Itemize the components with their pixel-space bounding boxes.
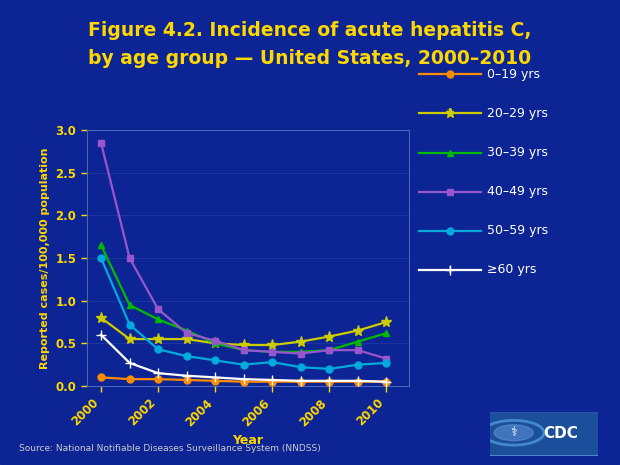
FancyBboxPatch shape [487,411,601,456]
≥60 yrs [326,378,333,384]
20–29 yrs [268,342,276,348]
0–19 yrs [268,379,276,385]
Line: 40–49 yrs: 40–49 yrs [97,140,390,362]
≥60 yrs [297,378,304,384]
50–59 yrs [268,359,276,365]
20–29 yrs [154,336,162,342]
≥60 yrs [383,379,390,385]
0–19 yrs [211,378,219,384]
0–19 yrs [97,375,105,380]
≥60 yrs [268,377,276,383]
X-axis label: Year: Year [232,434,264,447]
≥60 yrs [126,360,133,365]
Text: by age group — United States, 2000–2010: by age group — United States, 2000–2010 [89,49,531,68]
40–49 yrs [183,330,190,336]
≥60 yrs [154,370,162,376]
Text: Source: National Notifiable Diseases Surveillance System (NNDSS): Source: National Notifiable Diseases Sur… [19,445,321,453]
30–39 yrs [154,317,162,322]
20–29 yrs [211,340,219,346]
30–39 yrs [268,349,276,355]
Text: Figure 4.2. Incidence of acute hepatitis C,: Figure 4.2. Incidence of acute hepatitis… [88,21,532,40]
20–29 yrs [383,319,390,325]
50–59 yrs [240,362,247,367]
40–49 yrs [154,306,162,312]
0–19 yrs [240,379,247,385]
20–29 yrs [297,339,304,345]
Text: 30–39 yrs: 30–39 yrs [487,146,547,159]
0–19 yrs [354,379,361,385]
40–49 yrs [354,347,361,353]
40–49 yrs [211,338,219,344]
Text: ⚕: ⚕ [510,426,517,439]
Text: 20–29 yrs: 20–29 yrs [487,107,547,120]
50–59 yrs [297,365,304,370]
30–39 yrs [97,243,105,248]
40–49 yrs [126,255,133,261]
50–59 yrs [183,353,190,359]
40–49 yrs [383,356,390,361]
30–39 yrs [126,302,133,308]
Text: 50–59 yrs: 50–59 yrs [487,224,548,237]
20–29 yrs [240,342,247,348]
Circle shape [494,425,533,441]
Text: +: + [446,265,453,275]
40–49 yrs [326,347,333,353]
0–19 yrs [297,379,304,385]
Text: 40–49 yrs: 40–49 yrs [487,185,547,198]
50–59 yrs [154,346,162,352]
40–49 yrs [268,349,276,355]
≥60 yrs [97,332,105,338]
Line: 0–19 yrs: 0–19 yrs [97,374,390,385]
50–59 yrs [326,366,333,372]
0–19 yrs [126,376,133,382]
20–29 yrs [126,336,133,342]
Line: 50–59 yrs: 50–59 yrs [97,255,390,372]
30–39 yrs [183,328,190,333]
Line: 30–39 yrs: 30–39 yrs [97,242,390,355]
Line: 20–29 yrs: 20–29 yrs [95,312,392,351]
≥60 yrs [183,373,190,379]
20–29 yrs [326,334,333,339]
40–49 yrs [97,140,105,146]
20–29 yrs [97,315,105,320]
Y-axis label: Reported cases/100,000 population: Reported cases/100,000 population [40,147,50,369]
0–19 yrs [326,379,333,385]
20–29 yrs [183,336,190,342]
50–59 yrs [126,322,133,327]
50–59 yrs [383,360,390,365]
Text: ≥60 yrs: ≥60 yrs [487,263,536,276]
40–49 yrs [240,347,247,353]
Line: ≥60 yrs: ≥60 yrs [96,330,391,386]
0–19 yrs [154,376,162,382]
0–19 yrs [183,377,190,383]
30–39 yrs [383,330,390,336]
50–59 yrs [97,255,105,261]
0–19 yrs [383,379,390,385]
30–39 yrs [297,349,304,355]
50–59 yrs [211,358,219,363]
20–29 yrs [354,328,361,333]
50–59 yrs [354,362,361,367]
30–39 yrs [240,347,247,353]
Text: CDC: CDC [543,426,578,441]
Text: 0–19 yrs: 0–19 yrs [487,68,539,81]
Text: *: * [446,108,453,119]
30–39 yrs [326,347,333,353]
≥60 yrs [211,375,219,380]
≥60 yrs [354,378,361,384]
30–39 yrs [354,339,361,345]
40–49 yrs [297,351,304,356]
≥60 yrs [240,376,247,382]
30–39 yrs [211,340,219,346]
